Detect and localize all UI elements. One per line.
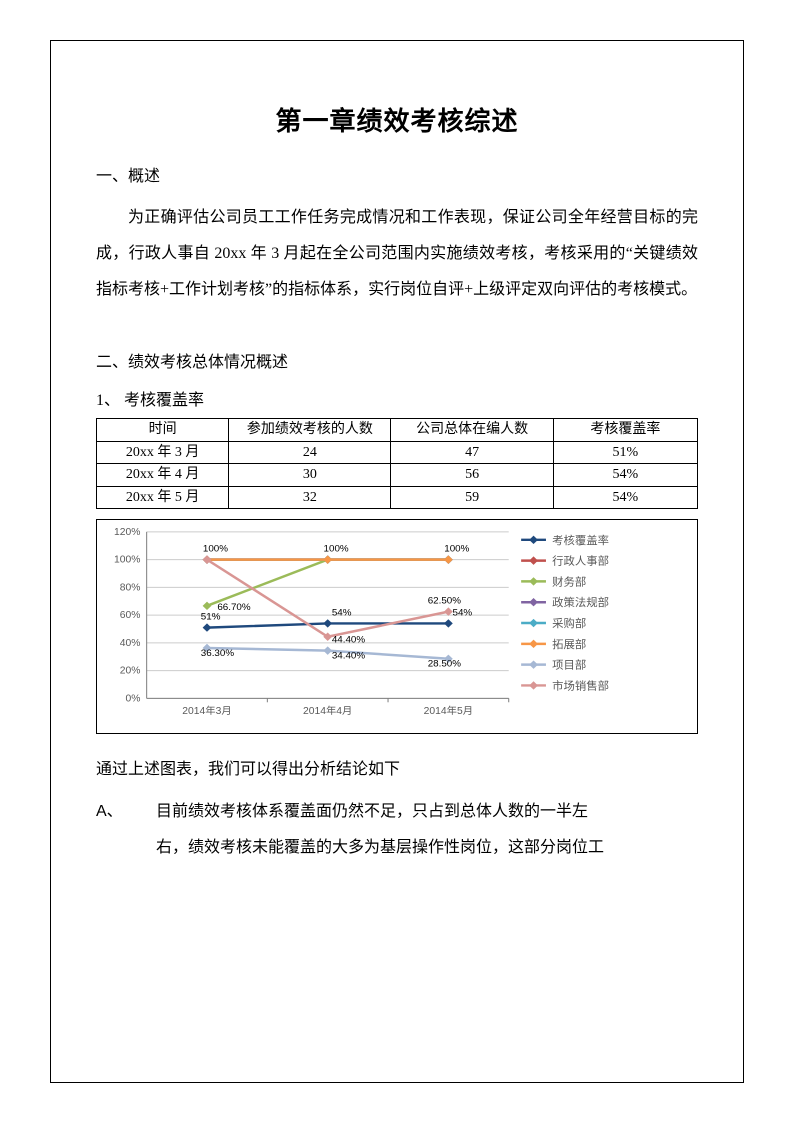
section-1-heading: 一、概述 (96, 162, 698, 186)
svg-text:2014年5月: 2014年5月 (424, 704, 473, 717)
item-a-label: A、 (96, 794, 156, 830)
svg-text:36.30%: 36.30% (201, 648, 235, 659)
svg-text:20%: 20% (120, 666, 141, 677)
svg-text:54%: 54% (453, 608, 473, 619)
table-cell: 54% (553, 486, 697, 509)
section-2-sub-1: 1、 考核覆盖率 (96, 386, 698, 410)
item-a-line2: 右，绩效考核未能覆盖的大多为基层操作性岗位，这部分岗位工 (96, 830, 698, 866)
table-cell: 56 (391, 464, 553, 487)
svg-text:60%: 60% (120, 610, 141, 621)
section-1-paragraph: 为正确评估公司员工工作任务完成情况和工作表现，保证公司全年经营目标的完成，行政人… (96, 200, 698, 308)
svg-text:66.70%: 66.70% (217, 602, 251, 613)
table-cell: 24 (229, 441, 391, 464)
table-cell: 20xx 年 3 月 (97, 441, 229, 464)
svg-text:120%: 120% (114, 527, 140, 538)
chapter-title: 第一章绩效考核综述 (96, 101, 698, 138)
svg-text:0%: 0% (126, 693, 141, 704)
svg-text:40%: 40% (120, 638, 141, 649)
svg-text:财务部: 财务部 (552, 575, 586, 589)
table-cell: 47 (391, 441, 553, 464)
svg-text:市场销售部: 市场销售部 (552, 679, 609, 693)
svg-text:51%: 51% (201, 612, 221, 623)
table-row: 20xx 年 5 月325954% (97, 486, 698, 509)
svg-text:54%: 54% (332, 608, 352, 619)
page-border: 第一章绩效考核综述 一、概述 为正确评估公司员工工作任务完成情况和工作表现，保证… (50, 40, 744, 1083)
svg-text:考核覆盖率: 考核覆盖率 (552, 533, 609, 547)
table-cell: 32 (229, 486, 391, 509)
table-row: 20xx 年 3 月244751% (97, 441, 698, 464)
table-cell: 20xx 年 5 月 (97, 486, 229, 509)
svg-text:80%: 80% (120, 583, 141, 594)
table-row: 20xx 年 4 月305654% (97, 464, 698, 487)
svg-text:采购部: 采购部 (552, 616, 586, 630)
table-header: 公司总体在编人数 (391, 419, 553, 442)
svg-text:100%: 100% (324, 544, 350, 555)
analysis-intro: 通过上述图表，我们可以得出分析结论如下 (96, 752, 698, 788)
coverage-table: 时间参加绩效考核的人数公司总体在编人数考核覆盖率 20xx 年 3 月24475… (96, 418, 698, 509)
svg-text:62.50%: 62.50% (428, 596, 462, 607)
svg-text:2014年3月: 2014年3月 (182, 704, 231, 717)
svg-text:34.40%: 34.40% (332, 651, 366, 662)
svg-text:行政人事部: 行政人事部 (552, 554, 609, 568)
svg-text:28.50%: 28.50% (428, 659, 462, 670)
table-cell: 51% (553, 441, 697, 464)
svg-text:政策法规部: 政策法规部 (552, 595, 609, 609)
svg-text:拓展部: 拓展部 (552, 637, 586, 651)
section-2-heading: 二、绩效考核总体情况概述 (96, 348, 698, 372)
table-cell: 54% (553, 464, 697, 487)
coverage-chart: 0% 20% 40% 60% 80% 100% 120% 2014年3月 2014年4月 2014… (96, 519, 698, 734)
svg-text:项目部: 项目部 (552, 658, 586, 672)
item-a-line1: 目前绩效考核体系覆盖面仍然不足，只占到总体人数的一半左 (156, 794, 698, 830)
table-header: 参加绩效考核的人数 (229, 419, 391, 442)
svg-text:44.40%: 44.40% (332, 635, 366, 646)
analysis-item-a: A、 目前绩效考核体系覆盖面仍然不足，只占到总体人数的一半左 (96, 794, 698, 830)
svg-text:100%: 100% (114, 555, 140, 566)
table-cell: 59 (391, 486, 553, 509)
svg-text:100%: 100% (203, 544, 229, 555)
table-header: 考核覆盖率 (553, 419, 697, 442)
svg-text:2014年4月: 2014年4月 (303, 704, 352, 717)
table-cell: 20xx 年 4 月 (97, 464, 229, 487)
svg-text:100%: 100% (444, 544, 470, 555)
table-header: 时间 (97, 419, 229, 442)
table-cell: 30 (229, 464, 391, 487)
